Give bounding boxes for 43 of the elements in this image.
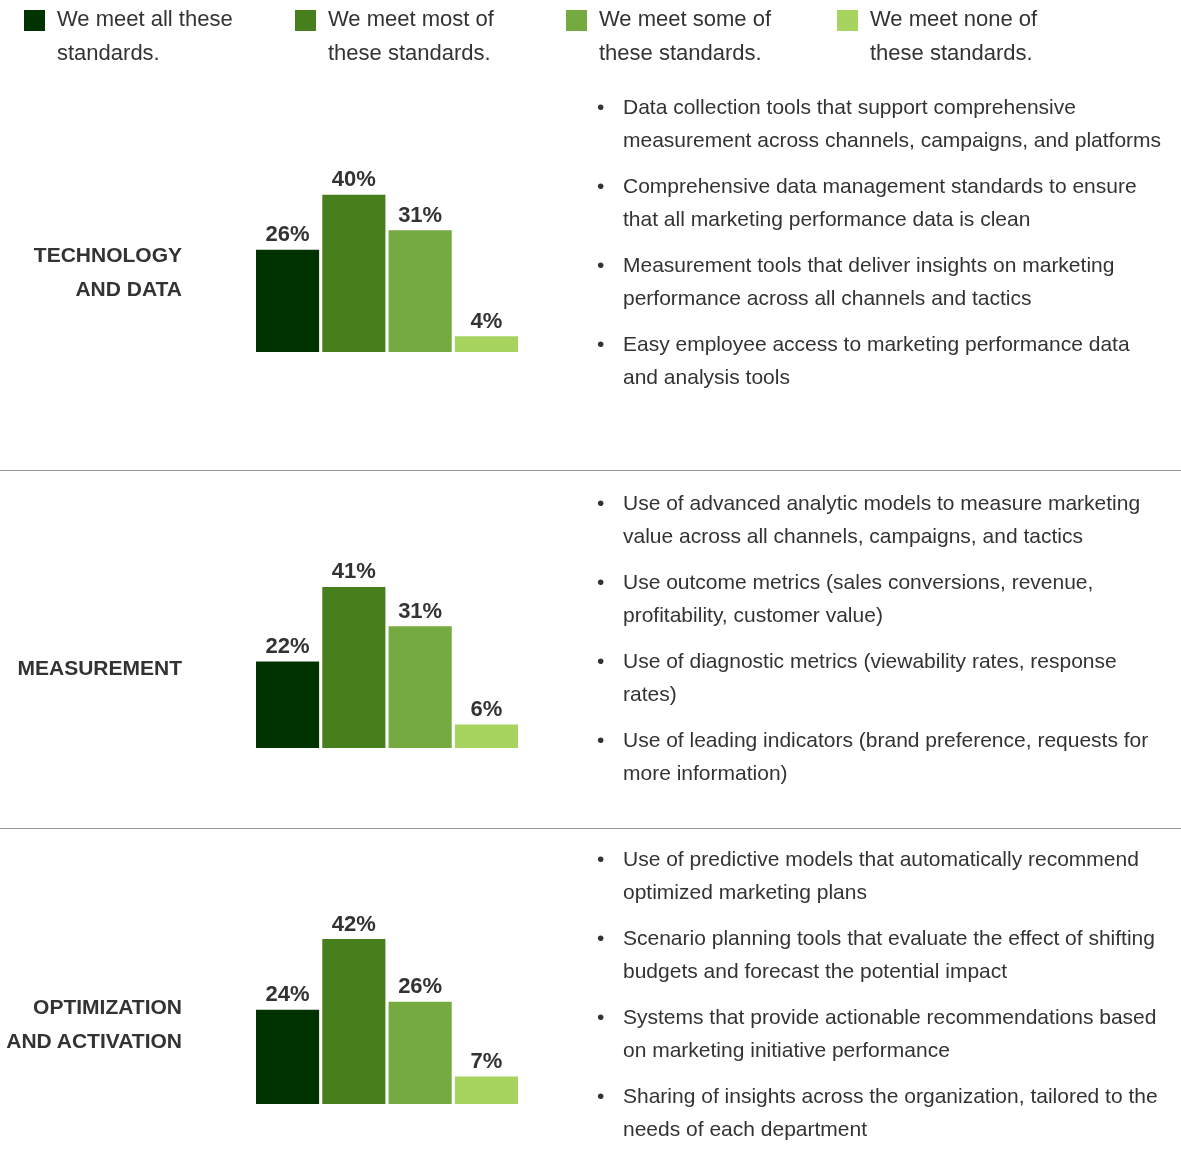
text: • Use of leading indicators (brand preference, requests for more information)	[597, 727, 1150, 786]
text: • Scenario planning tools that evaluate the effect of shifting budgets and forecast the potential impact	[597, 925, 1156, 984]
text: OPTIMIZATION AND ACTIVATION	[5, 994, 182, 1054]
bar	[388, 1001, 452, 1104]
legend-label: We meet some of these standards.	[599, 5, 772, 67]
bar	[322, 586, 386, 748]
data-label: 31%	[398, 597, 443, 623]
bar	[388, 626, 452, 748]
text: MEASUREMENT	[16, 655, 182, 681]
text: • Data collection tools that support comprehensive measurement across channels, campaigns, and platforms	[597, 94, 1163, 153]
bar	[256, 249, 320, 352]
text: • Use of predictive models that automatically recommend optimized marketing plans	[597, 846, 1140, 905]
text: • Comprehensive data management standards to ensure that all marketing performance data is clean	[597, 173, 1138, 232]
data-label: 22%	[265, 633, 310, 659]
text: • Use of diagnostic metrics (viewability rates, response rates)	[597, 648, 1118, 707]
text: • Use outcome metrics (sales conversions, revenue, profitability, customer value)	[597, 569, 1095, 628]
data-label: 7%	[470, 1048, 503, 1073]
legend-label: We meet most of these standards.	[328, 5, 495, 67]
data-label: 40%	[331, 166, 376, 192]
bar	[322, 194, 386, 352]
legend-label: We meet none of these standards.	[870, 5, 1039, 67]
legend-label: We meet all these standards.	[57, 5, 234, 67]
bar	[454, 1076, 518, 1104]
data-label: 24%	[265, 981, 310, 1007]
bar	[454, 724, 518, 748]
data-label: 26%	[265, 221, 310, 247]
text: TECHNOLOGY AND DATA	[32, 242, 182, 302]
bar	[256, 1009, 320, 1104]
bar	[322, 939, 386, 1104]
text: • Measurement tools that deliver insights on marketing performance across all channels and tactics	[597, 252, 1116, 311]
data-label: 42%	[331, 910, 376, 936]
data-label: 31%	[398, 201, 443, 227]
data-label: 4%	[470, 307, 503, 333]
text: • Easy employee access to marketing performance data and analysis tools	[597, 331, 1131, 390]
bar	[256, 661, 320, 748]
data-label: 26%	[398, 973, 443, 999]
bar	[454, 336, 518, 352]
text: • Systems that provide actionable recommendations based on marketing initiative performance	[597, 1004, 1158, 1063]
text: • Use of advanced analytic models to measure marketing value across all channels, campaigns, and tactics	[597, 490, 1142, 549]
text: • Sharing of insights across the organization, tailored to the needs of each department	[597, 1083, 1159, 1142]
data-label: 6%	[470, 695, 503, 721]
data-label: 41%	[331, 558, 376, 584]
bar	[388, 230, 452, 352]
